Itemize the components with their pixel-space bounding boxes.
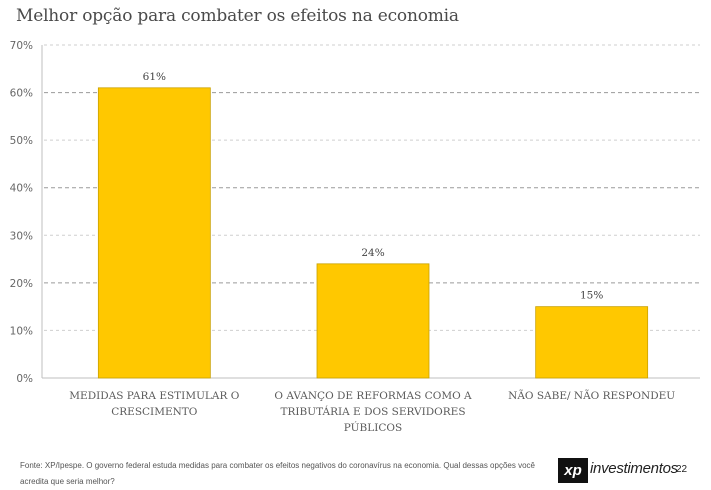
y-tick-label: 20% <box>10 278 33 290</box>
x-tick-label: NÃO SABE/ NÃO RESPONDEU <box>508 388 675 402</box>
y-tick-label: 10% <box>10 325 33 337</box>
bar-chart: 0% 10% 20% 30% 40% 50% 60% 70% 61% MEDIDAS PARA E… <box>10 40 700 434</box>
y-tick-label: 0% <box>16 373 33 385</box>
x-tick-label: CRESCIMENTO <box>111 406 198 418</box>
brand-mark: xp <box>558 458 588 483</box>
page-number: 22 <box>676 464 688 475</box>
y-tick-label: 70% <box>10 40 33 52</box>
x-tick-label: MEDIDAS PARA ESTIMULAR O <box>69 390 239 402</box>
brand-name: investimentos <box>590 460 678 477</box>
chart-title: Melhor opção para combater os efeitos na… <box>16 6 459 26</box>
bar <box>97 87 211 379</box>
brand-logo: xp investimentos <box>558 456 708 486</box>
x-tick-label: PÚBLICOS <box>344 420 402 434</box>
y-tick-label: 30% <box>10 230 33 242</box>
data-label: 24% <box>361 247 384 259</box>
y-tick-label: 60% <box>10 88 33 100</box>
y-tick-label: 50% <box>10 135 33 147</box>
bar <box>535 306 649 379</box>
data-label: 15% <box>580 290 603 302</box>
data-label: 61% <box>143 71 166 83</box>
source-footnote: Fonte: XP/Ipespe. O governo federal estu… <box>20 461 535 486</box>
y-tick-label: 40% <box>10 183 33 195</box>
x-tick-label: O AVANÇO DE REFORMAS COMO A <box>274 390 472 402</box>
x-tick-label: TRIBUTÁRIA E DOS SERVIDORES <box>280 404 465 418</box>
bar <box>316 263 430 379</box>
